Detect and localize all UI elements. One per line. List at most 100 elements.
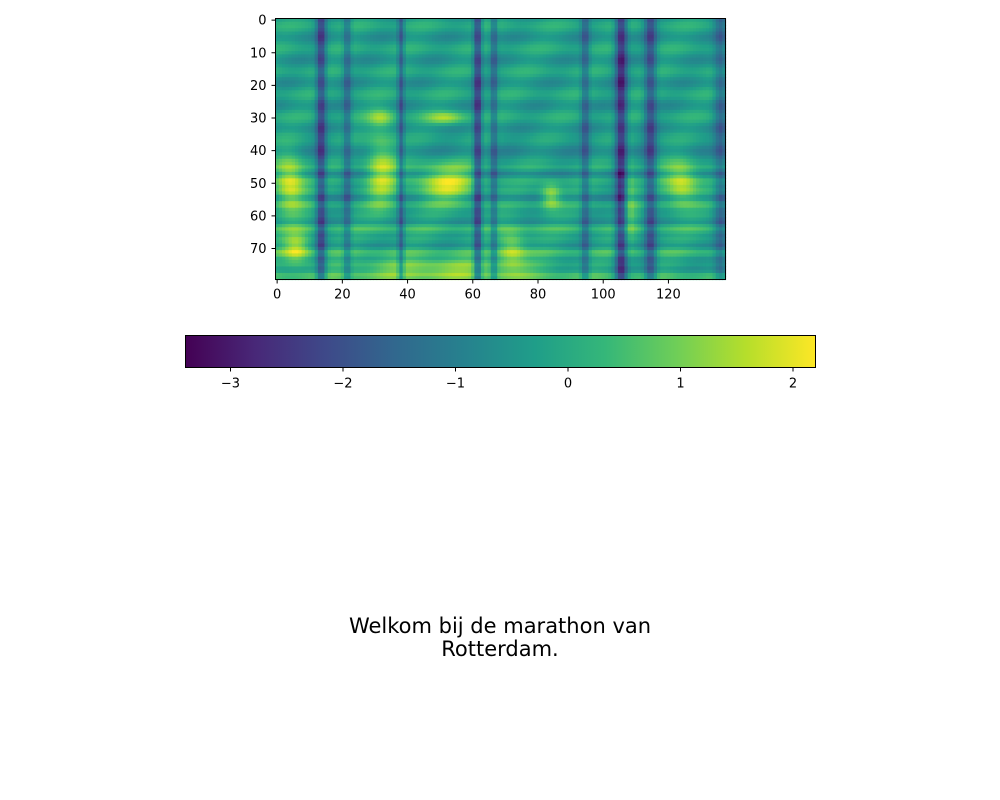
heatmap-cell [689,103,694,108]
heatmap-cell [379,87,384,91]
heatmap-cell [526,80,531,85]
heatmap-cell [670,38,674,42]
heatmap-cell [304,60,309,65]
heatmap-cell [477,44,482,49]
heatmap-cell [389,54,394,59]
heatmap-cell [585,109,590,114]
heatmap-cell [640,67,645,72]
heatmap-cell [389,38,394,42]
heatmap-cell [705,87,710,91]
heatmap-cell [409,44,414,49]
heatmap-cell [709,28,714,33]
heatmap-cell [689,31,694,36]
heatmap-cell [314,80,319,85]
heatmap-cell [275,54,280,59]
heatmap-cell [572,113,577,117]
heatmap-cell [474,47,479,52]
heatmap-cell [278,67,283,72]
heatmap-cell [428,51,433,55]
heatmap-cell [663,34,668,39]
heatmap-cell [591,67,596,72]
heatmap-cell [402,34,407,39]
heatmap-cell [536,70,541,75]
heatmap-cell [608,21,612,26]
heatmap-cell [529,31,534,36]
heatmap-cell [533,31,537,36]
heatmap-cell [415,80,420,85]
heatmap-cell [301,44,306,49]
heatmap-cell [650,100,655,104]
heatmap-cell [461,87,466,91]
heatmap-cell [572,51,577,55]
heatmap-cell [343,116,348,121]
heatmap-cell [585,77,590,82]
heatmap-cell [484,28,489,33]
heatmap-cell [718,25,723,29]
heatmap-cell [546,38,551,42]
heatmap-cell [617,93,622,98]
heatmap-cell [718,44,723,49]
heatmap-cell [409,93,414,98]
heatmap-cell [507,25,511,29]
heatmap-cell [575,54,580,59]
heatmap-cell [572,70,577,75]
heatmap-cell [409,73,414,78]
heatmap-cell [647,100,652,104]
heatmap-cell [363,21,368,26]
heatmap-cell [301,80,306,85]
heatmap-cell [582,93,586,98]
heatmap-cell [334,70,339,75]
heatmap-cell [640,93,645,98]
heatmap-cell [523,31,528,36]
heatmap-cell [415,31,420,36]
heatmap-cell [412,31,417,36]
heatmap-cell [422,96,427,101]
heatmap-cell [640,73,645,78]
heatmap-cell [314,47,319,52]
heatmap-cell [552,100,557,104]
heatmap-cell [559,31,564,36]
heatmap-cell [679,70,684,75]
heatmap-cell [389,44,394,49]
heatmap-cell [383,60,387,65]
heatmap-cell [301,47,306,52]
heatmap-cell [487,93,492,98]
heatmap-cell [692,25,697,29]
heatmap-cell [529,77,534,82]
heatmap-cell [288,34,293,39]
heatmap-cell [582,80,586,85]
heatmap-cell [357,38,361,42]
heatmap-cell [647,44,652,49]
heatmap-cell [396,21,401,26]
heatmap-cell [582,113,586,117]
heatmap-cell [458,109,462,114]
heatmap-cell [324,77,329,82]
heatmap-cell [699,60,704,65]
heatmap-cell [650,113,655,117]
heatmap-cell [529,103,534,108]
heatmap-cell [588,21,593,26]
heatmap-cell [418,113,423,117]
heatmap-cell [458,41,462,46]
heatmap-cell [614,67,619,72]
heatmap-cell [402,54,407,59]
heatmap-cell [702,57,707,62]
heatmap-cell [412,96,417,101]
heatmap-cell [445,28,449,33]
heatmap-cell [526,51,531,55]
heatmap-cell [278,116,283,121]
heatmap-cell [692,70,697,75]
heatmap-cell [412,51,417,55]
heatmap-cell [432,41,436,46]
heatmap-cell [709,100,714,104]
heatmap-cell [376,103,381,108]
heatmap-cell [529,93,534,98]
heatmap-cell [317,34,322,39]
heatmap-cell [575,25,580,29]
heatmap-cell [441,87,446,91]
heatmap-cell [454,21,459,26]
heatmap-cell [549,83,554,88]
heatmap-cell [402,21,407,26]
heatmap-cell [643,44,648,49]
heatmap-cell [503,67,508,72]
